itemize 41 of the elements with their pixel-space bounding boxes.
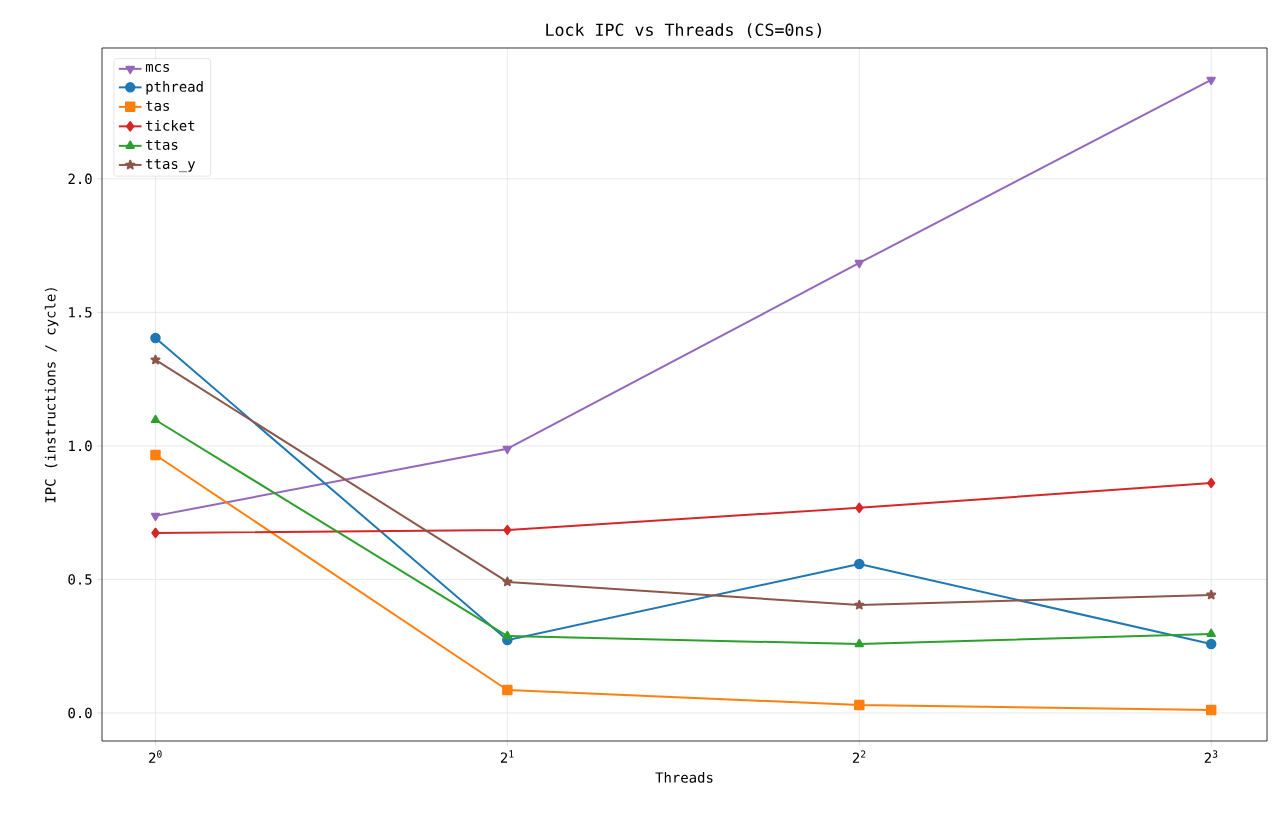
point [854,699,865,711]
legend-label: pthread [146,81,203,95]
legend-label: tas [146,100,170,111]
point [855,502,864,514]
point [854,638,864,648]
point [150,414,161,424]
point [502,630,513,640]
legend-label: ticket [146,120,195,131]
point [151,527,160,539]
point [150,332,161,344]
point [1206,76,1216,86]
chart-title: Lock IPC vs Threads (CS=0ns) [546,23,821,38]
y-tick-label: 2.0 [68,173,92,185]
point [502,684,513,696]
y-tick-label: 1.0 [69,440,92,452]
point [1205,704,1217,716]
point [150,449,161,461]
y-tick-label: 1.5 [69,307,92,318]
point [1207,477,1216,489]
point [150,354,161,365]
point [503,524,512,536]
x-tick-label: 2$^{3}$ [1204,750,1218,763]
legend-label: ttas [146,139,178,150]
point [854,558,865,570]
point [150,512,161,522]
point [1206,589,1217,600]
x-tick-label: 2$^{2}$ [852,750,866,763]
point [854,599,865,610]
point [1206,628,1216,638]
point [854,259,864,269]
x-tick-label: 2$^{0}$ [149,750,162,763]
y-tick-label: 0.0 [68,707,92,719]
y-axis-title: IPC (instructions / cycle) [44,288,59,503]
legend-label: mcs [145,63,170,72]
point [502,576,513,587]
legend-label: ttas_y [146,159,196,173]
x-axis-title: Threads [655,772,713,783]
point [1205,638,1217,650]
y-tick-label: 0.5 [68,574,92,585]
x-tick-label: 2$^{1}$ [500,750,514,763]
point [502,445,513,455]
